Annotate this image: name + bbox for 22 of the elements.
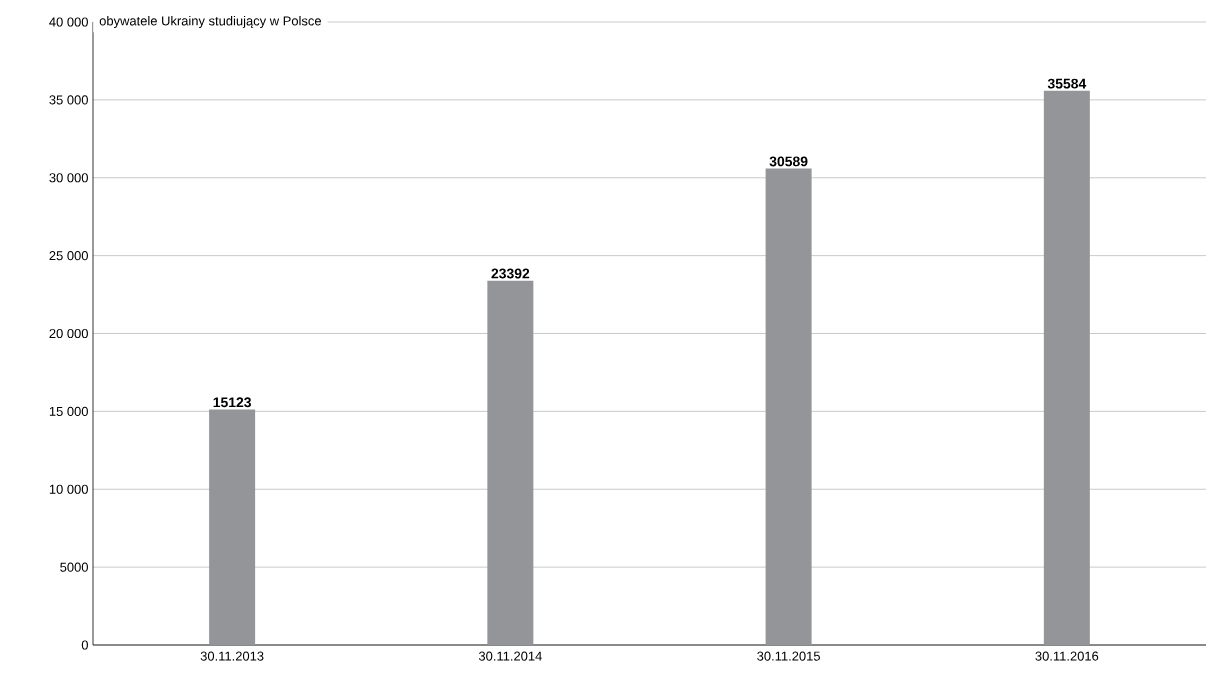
x-tick-label: 30.11.2013 [200,651,264,661]
bar [1043,90,1090,645]
x-tick-label: 30.11.2016 [1035,651,1099,661]
y-tick-label: 40 000 [49,17,88,27]
y-tick-label: 15 000 [49,406,88,416]
y-tick-label: 10 000 [49,484,88,494]
y-tick-label: 0 [81,640,88,650]
bar [487,280,534,645]
y-tick-label: 25 000 [49,251,88,261]
y-tick-label: 5000 [60,562,88,572]
chart-title: obywatele Ukrainy studiujący w Polsce [99,15,321,29]
y-tick-label: 20 000 [49,328,88,339]
bar [209,409,256,645]
y-tick-label: 30 000 [49,173,88,183]
bar [765,168,812,645]
data-label: 35584 [1047,78,1087,89]
x-tick-label: 30.11.2015 [757,651,820,661]
x-tick-label: 30.11.2014 [478,651,542,661]
data-label: 30589 [769,156,808,167]
data-label: 23392 [491,268,530,279]
y-tick-label: 35 000 [49,95,88,105]
data-label: 15123 [213,397,251,408]
